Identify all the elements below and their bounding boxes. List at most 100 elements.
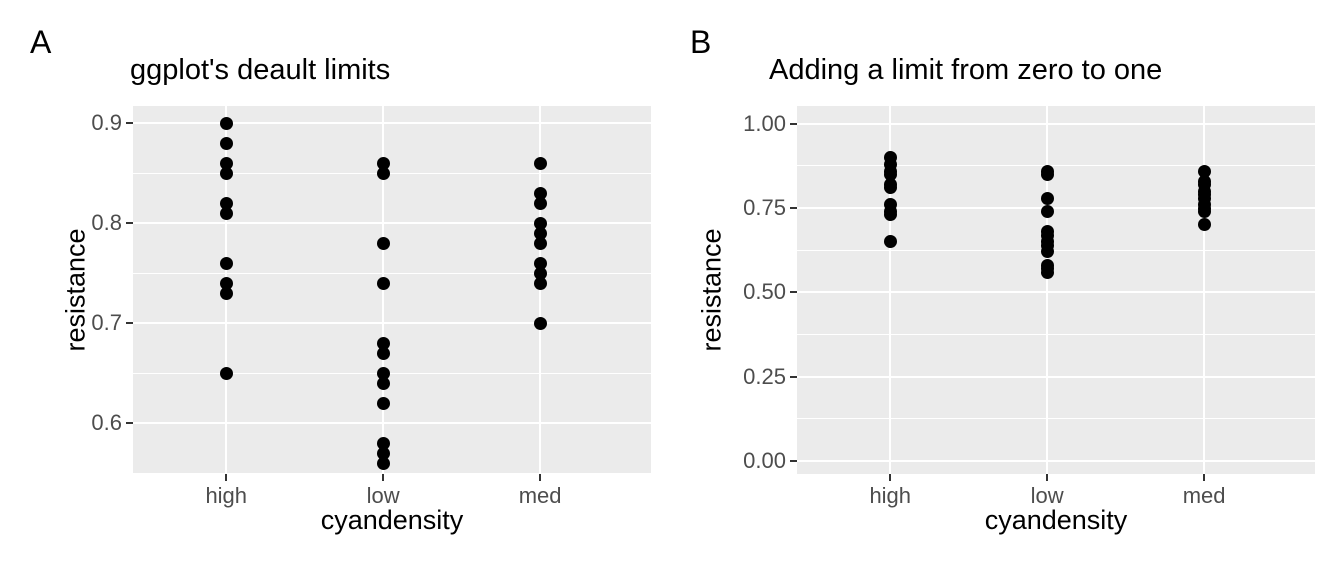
x-axis-tick-mark: [889, 474, 892, 481]
x-axis-tick-mark: [539, 474, 542, 481]
y-axis-tick-mark: [126, 422, 133, 424]
y-tick-label: 1.00: [743, 110, 786, 136]
x-tick-label: low: [366, 483, 400, 508]
data-point: [376, 336, 390, 350]
gridline-major: [797, 375, 1315, 378]
data-point: [533, 216, 547, 230]
panel-title-a: ggplot's deault limits: [130, 54, 391, 86]
data-point: [219, 196, 233, 210]
y-tick-label: 0.00: [743, 447, 786, 473]
data-point: [376, 276, 390, 290]
data-point: [1040, 265, 1054, 279]
data-point: [376, 366, 390, 380]
data-point: [376, 376, 390, 390]
gridline-major: [797, 207, 1315, 210]
data-point: [376, 456, 390, 470]
x-tick-label: med: [1182, 483, 1226, 508]
gridline-major: [797, 459, 1315, 462]
data-point: [376, 346, 390, 360]
gridline-minor: [797, 249, 1315, 251]
y-tick-label: 0.50: [743, 279, 786, 305]
y-tick-label: 0.25: [743, 363, 786, 389]
x-axis-tick-mark: [382, 474, 385, 481]
data-point: [533, 256, 547, 270]
data-point: [376, 436, 390, 450]
gridline-major: [133, 222, 651, 224]
data-point: [1197, 204, 1211, 218]
gridline-major: [133, 422, 651, 424]
gridline-minor: [797, 333, 1315, 335]
x-axis-title-a: cyandensity: [320, 505, 464, 535]
gridline-major: [133, 322, 651, 324]
data-point: [533, 226, 547, 240]
data-point: [219, 366, 233, 380]
data-point: [533, 236, 547, 250]
y-tick-label: 0.8: [91, 210, 122, 235]
data-point: [376, 166, 390, 180]
data-point: [376, 236, 390, 250]
data-point: [533, 266, 547, 280]
x-tick-label: low: [1030, 483, 1064, 508]
x-tick-label: med: [518, 483, 562, 508]
plot-panel-b: [797, 106, 1315, 474]
data-point: [533, 196, 547, 210]
gridline-major: [133, 122, 651, 124]
x-tick-label: high: [205, 483, 248, 508]
y-axis-tick-mark: [126, 122, 133, 124]
data-point: [1197, 218, 1211, 232]
y-tick-label: 0.9: [91, 110, 122, 135]
data-point: [533, 316, 547, 330]
x-axis-title-b: cyandensity: [984, 505, 1128, 535]
gridline-vertical: [539, 106, 542, 474]
data-point: [533, 276, 547, 290]
data-point: [883, 235, 897, 249]
gridline-minor: [797, 165, 1315, 167]
data-point: [219, 256, 233, 270]
data-point: [219, 206, 233, 220]
y-tick-label: 0.6: [91, 410, 122, 435]
gridline-vertical: [1046, 106, 1049, 474]
data-point: [219, 166, 233, 180]
y-axis-tick-mark: [790, 459, 797, 462]
gridline-major: [797, 122, 1315, 125]
data-point: [376, 156, 390, 170]
panel-tag-a: A: [30, 24, 52, 60]
x-axis-tick-mark: [225, 474, 228, 481]
data-point: [1040, 204, 1054, 218]
gridline-minor: [133, 272, 651, 274]
data-point: [883, 181, 897, 195]
y-axis-tick-mark: [790, 122, 797, 125]
gridline-vertical: [1203, 106, 1206, 474]
data-point: [376, 396, 390, 410]
y-axis-tick-mark: [126, 322, 133, 324]
y-tick-label: 0.7: [91, 310, 122, 335]
y-axis-tick-mark: [790, 375, 797, 378]
y-axis-tick-mark: [126, 222, 133, 224]
x-axis-tick-mark: [1046, 474, 1049, 481]
data-point: [533, 186, 547, 200]
data-point: [1040, 167, 1054, 181]
data-point: [883, 167, 897, 181]
data-point: [1040, 245, 1054, 259]
y-axis-tick-mark: [790, 207, 797, 210]
gridline-minor: [797, 418, 1315, 420]
data-point: [533, 156, 547, 170]
data-point: [219, 136, 233, 150]
x-axis-tick-mark: [1203, 474, 1206, 481]
plot-panel-a: [133, 106, 651, 474]
data-point: [219, 286, 233, 300]
gridline-vertical: [889, 106, 892, 474]
y-tick-label: 0.75: [743, 195, 786, 221]
data-point: [219, 276, 233, 290]
data-point: [1040, 191, 1054, 205]
panel-title-b: Adding a limit from zero to one: [769, 54, 1163, 86]
data-point: [219, 116, 233, 130]
gridline-minor: [133, 172, 651, 174]
gridline-major: [797, 291, 1315, 294]
x-tick-label: high: [869, 483, 912, 508]
data-point: [219, 156, 233, 170]
y-axis-tick-mark: [790, 291, 797, 294]
data-point: [1197, 164, 1211, 178]
gridline-vertical: [382, 106, 385, 474]
